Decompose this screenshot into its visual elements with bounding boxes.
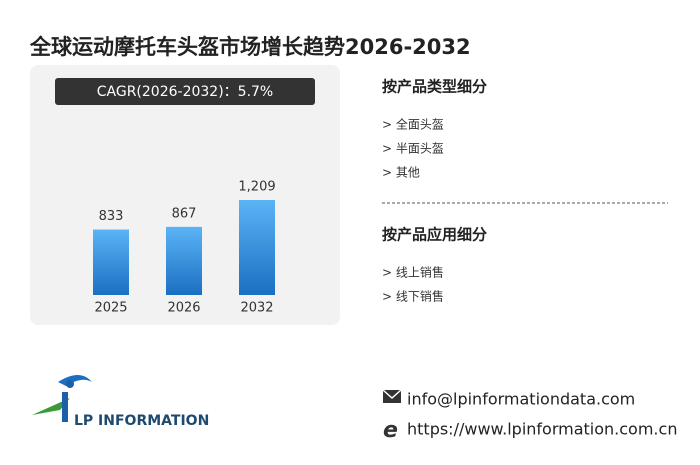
- logo-arc: [58, 375, 92, 386]
- logo: LP INFORMATION: [32, 375, 209, 429]
- segment-item: > 线下销售: [382, 289, 444, 304]
- segment-item: > 半面头盔: [382, 141, 444, 156]
- segment-item: > 线上销售: [382, 265, 444, 280]
- logo-swoosh: [32, 398, 70, 415]
- bar: [93, 229, 129, 295]
- value-label: 1,209: [238, 180, 275, 195]
- logo-dot: [66, 380, 74, 388]
- bar: [166, 226, 202, 295]
- x-tick-label: 2032: [240, 301, 273, 316]
- email-icon-flap: [382, 389, 402, 400]
- segment-title: 按产品类型细分: [382, 78, 487, 96]
- segment-item: > 全面头盔: [382, 117, 444, 132]
- web-icon: e: [383, 418, 398, 443]
- email: info@lpinformationdata.com: [407, 390, 635, 409]
- bar: [239, 200, 275, 295]
- value-label: 833: [99, 209, 124, 224]
- value-label: 867: [172, 206, 197, 221]
- x-tick-label: 2026: [167, 301, 200, 316]
- logo-bar: [62, 392, 68, 422]
- cagr-text: CAGR(2026-2032)：5.7%: [97, 84, 273, 100]
- bar-chart: 833 2025 867 2026 1,209 2032: [93, 180, 276, 316]
- x-tick-label: 2025: [94, 301, 127, 316]
- title: 全球运动摩托车头盔市场增长趋势2026-2032: [29, 35, 471, 59]
- logo-text: LP INFORMATION: [74, 413, 209, 429]
- cagr-badge: [55, 78, 315, 105]
- segment-title: 按产品应用细分: [382, 226, 487, 244]
- segment-item: > 其他: [382, 166, 420, 180]
- website: https://www.lpinformation.com.cn: [407, 420, 677, 439]
